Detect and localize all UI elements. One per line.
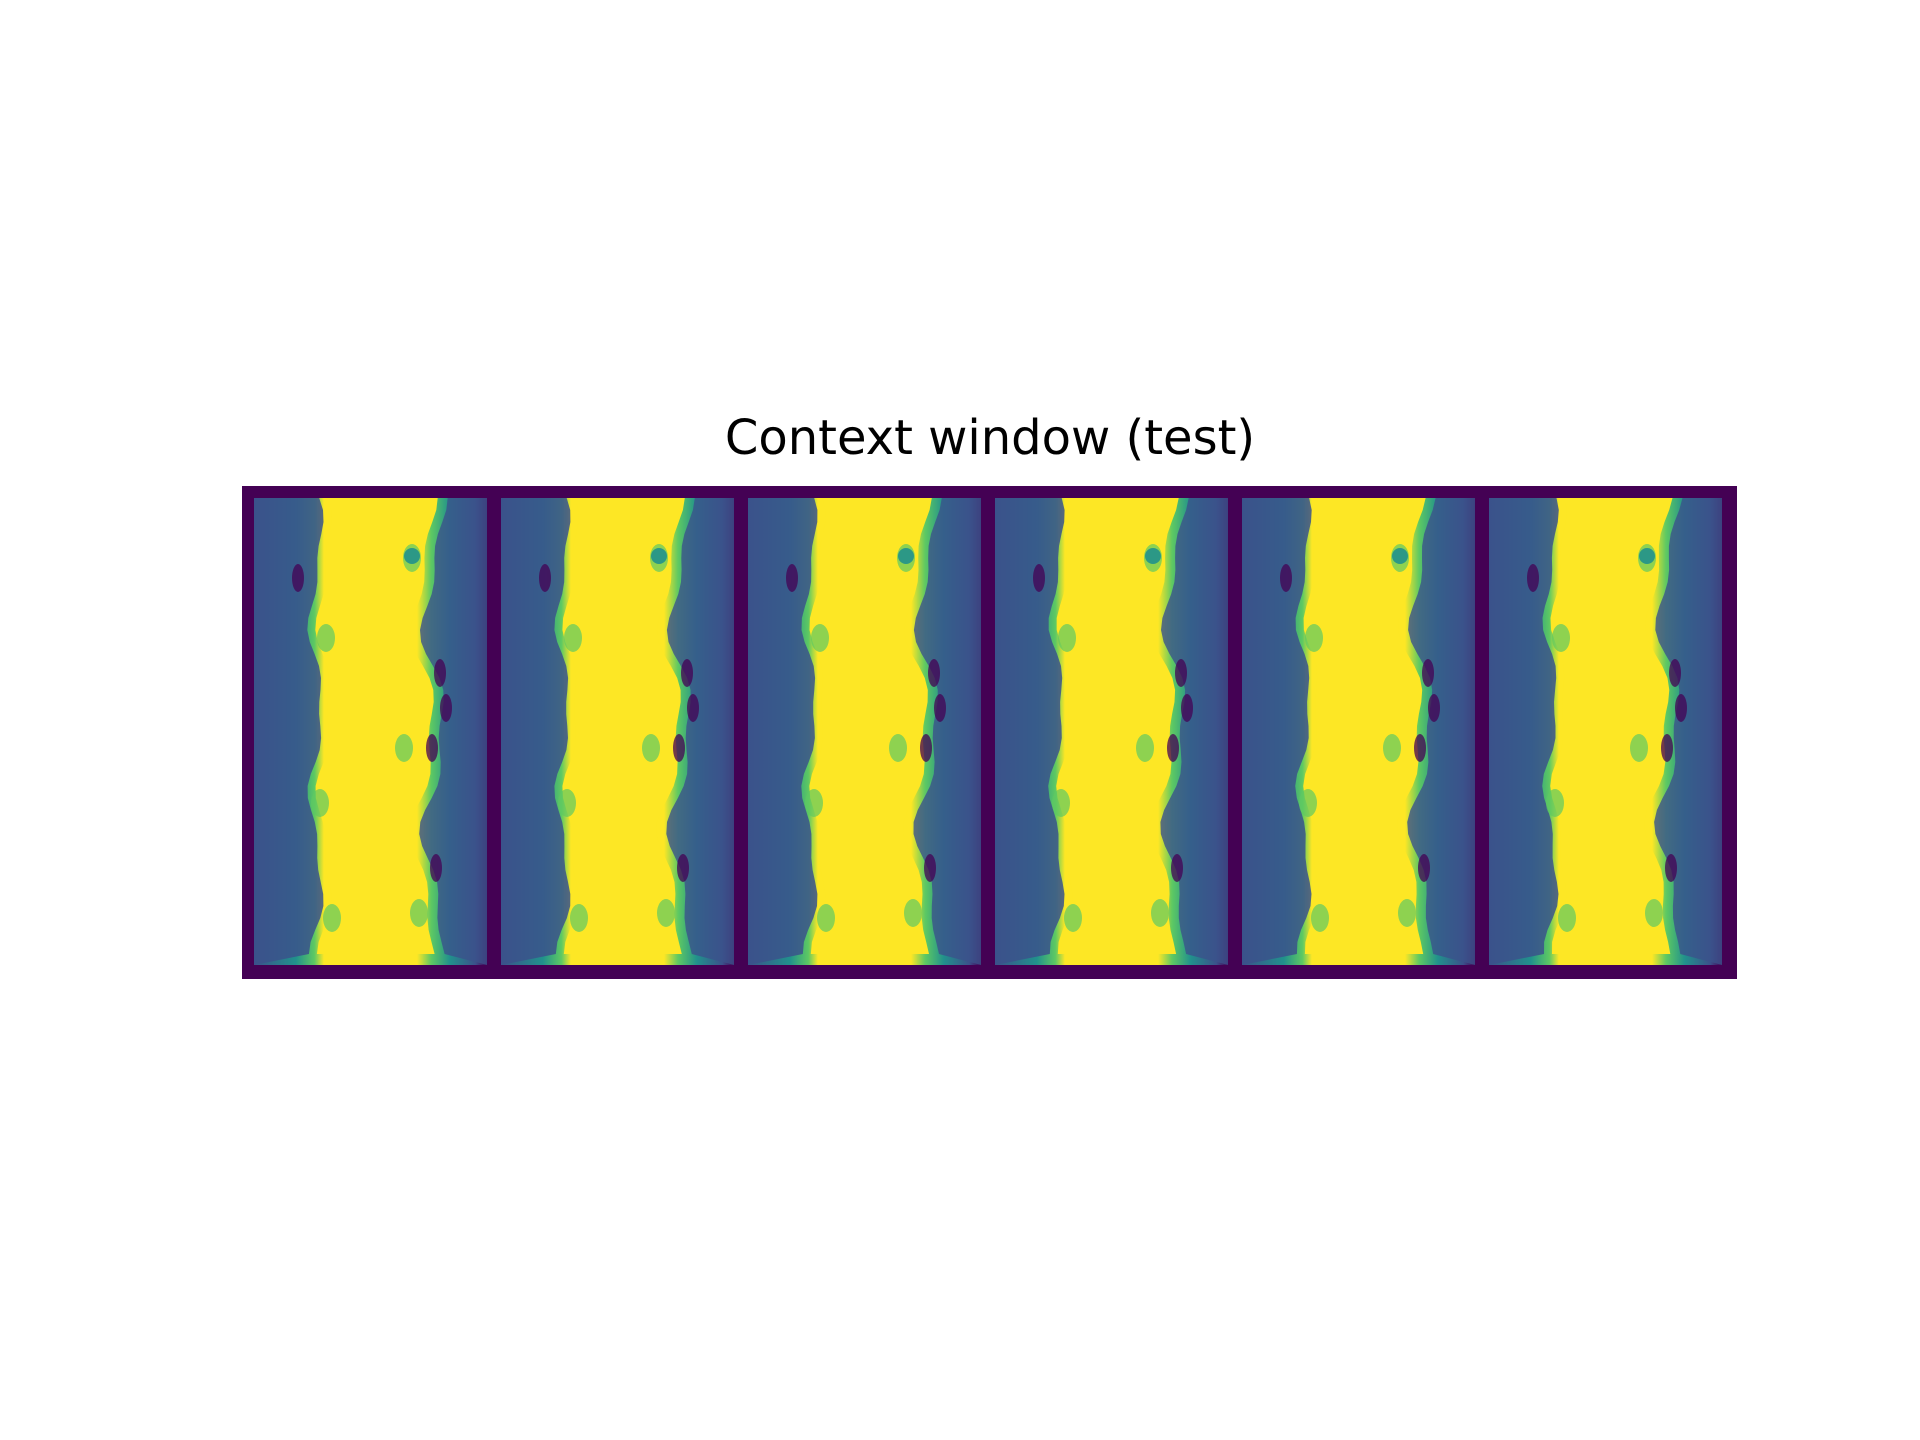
heatmap-frame-1 bbox=[254, 498, 487, 965]
context-window-strip bbox=[242, 486, 1737, 979]
heatmap-image bbox=[501, 498, 734, 965]
heatmap-image bbox=[1489, 498, 1722, 965]
heatmap-image bbox=[995, 498, 1228, 965]
heatmap-image bbox=[254, 498, 487, 965]
heatmap-frame-5 bbox=[1242, 498, 1475, 965]
heatmap-image bbox=[748, 498, 981, 965]
heatmap-image bbox=[1242, 498, 1475, 965]
heatmap-frame-6 bbox=[1489, 498, 1722, 965]
chart-title: Context window (test) bbox=[724, 410, 1256, 466]
heatmap-frame-4 bbox=[995, 498, 1228, 965]
heatmap-frame-2 bbox=[501, 498, 734, 965]
heatmap-frame-3 bbox=[748, 498, 981, 965]
